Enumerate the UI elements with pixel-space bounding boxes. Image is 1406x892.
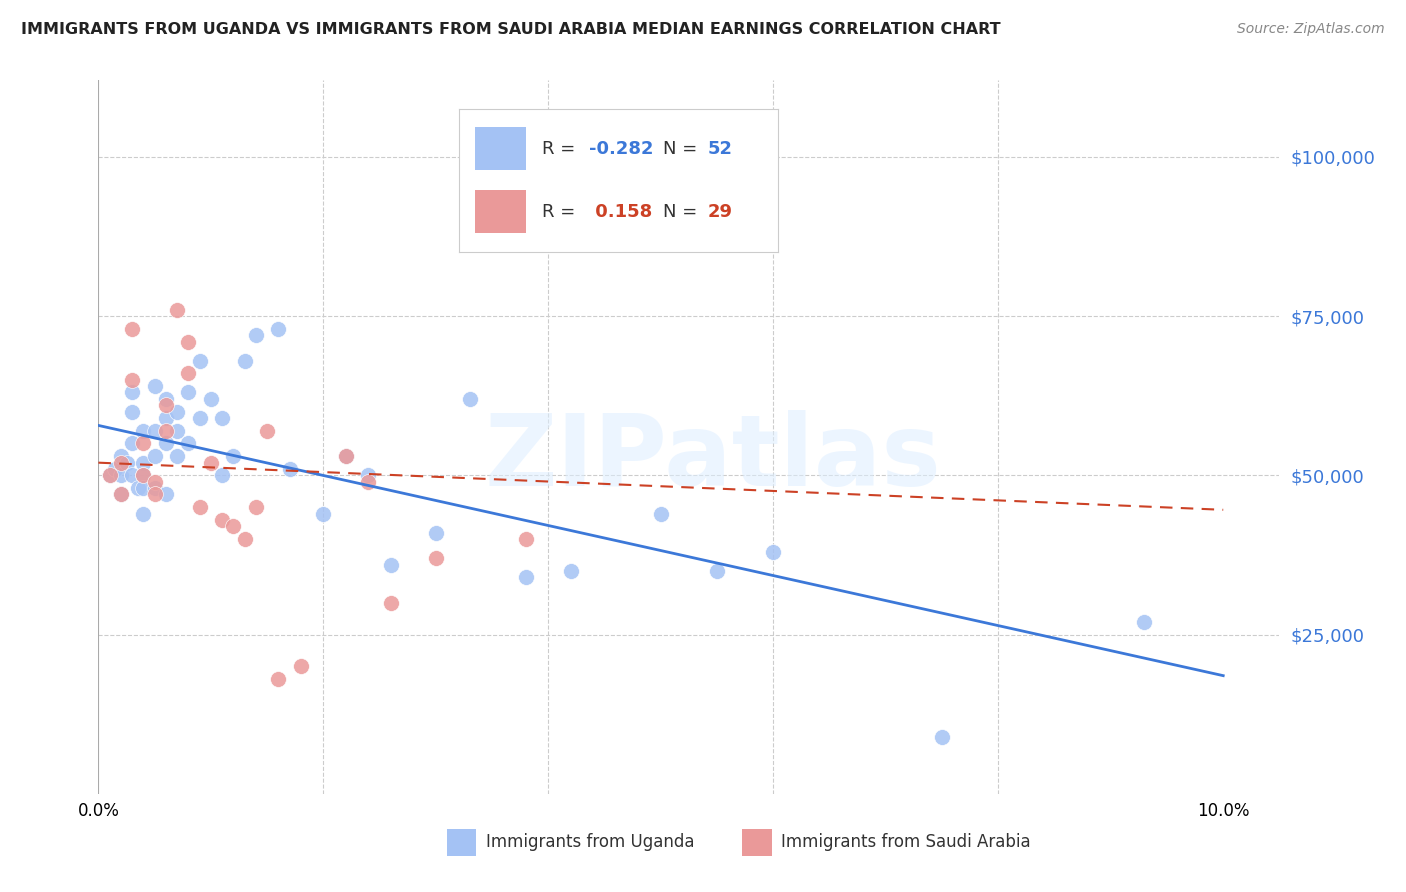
Point <box>515 532 537 546</box>
Point <box>222 449 245 463</box>
Point <box>121 373 143 387</box>
Point <box>211 513 233 527</box>
Point <box>278 462 301 476</box>
Point <box>256 424 278 438</box>
Point <box>290 659 312 673</box>
Point <box>177 334 200 349</box>
Point <box>121 404 143 418</box>
Point <box>245 500 267 515</box>
Point <box>121 468 143 483</box>
Point <box>188 353 211 368</box>
Bar <box>447 829 477 856</box>
Point <box>357 475 380 489</box>
Point <box>177 436 200 450</box>
Point <box>110 487 132 501</box>
Point <box>211 411 233 425</box>
Point <box>200 392 222 406</box>
Point <box>166 449 188 463</box>
Point <box>312 507 335 521</box>
Text: Source: ZipAtlas.com: Source: ZipAtlas.com <box>1237 22 1385 37</box>
Point <box>425 525 447 540</box>
Point <box>143 424 166 438</box>
Point <box>188 411 211 425</box>
Bar <box>742 829 772 856</box>
Point <box>380 596 402 610</box>
Point <box>762 545 785 559</box>
Point <box>143 487 166 501</box>
Text: Immigrants from Uganda: Immigrants from Uganda <box>486 833 695 851</box>
Point <box>155 436 177 450</box>
Text: IMMIGRANTS FROM UGANDA VS IMMIGRANTS FROM SAUDI ARABIA MEDIAN EARNINGS CORRELATI: IMMIGRANTS FROM UGANDA VS IMMIGRANTS FRO… <box>21 22 1001 37</box>
Point <box>155 392 177 406</box>
Point <box>143 481 166 495</box>
Point <box>155 411 177 425</box>
Point <box>425 551 447 566</box>
Point <box>211 468 233 483</box>
Point <box>132 468 155 483</box>
Point <box>267 672 290 686</box>
Point <box>650 507 672 521</box>
Point <box>110 487 132 501</box>
Point <box>458 392 481 406</box>
Point <box>706 564 728 578</box>
Point <box>121 322 143 336</box>
Point <box>132 424 155 438</box>
Point <box>121 385 143 400</box>
Point <box>155 487 177 501</box>
Point <box>104 462 127 476</box>
Point <box>98 468 121 483</box>
Point <box>200 456 222 470</box>
Point <box>188 500 211 515</box>
Point <box>115 456 138 470</box>
Point <box>155 424 177 438</box>
Point <box>1133 615 1156 629</box>
Point <box>222 519 245 533</box>
Point <box>166 302 188 317</box>
Point <box>515 570 537 584</box>
Point <box>931 730 953 744</box>
Point <box>357 468 380 483</box>
Point <box>110 449 132 463</box>
Point <box>267 322 290 336</box>
Point <box>132 507 155 521</box>
Point <box>110 468 132 483</box>
Point <box>233 532 256 546</box>
Point <box>245 328 267 343</box>
Point <box>177 367 200 381</box>
Point <box>155 398 177 412</box>
Point <box>233 353 256 368</box>
Point <box>335 449 357 463</box>
Text: ZIPatlas: ZIPatlas <box>484 410 941 507</box>
Point <box>132 456 155 470</box>
Point <box>143 475 166 489</box>
Point <box>132 481 155 495</box>
Point <box>132 468 155 483</box>
Point <box>98 468 121 483</box>
Point <box>335 449 357 463</box>
Point <box>132 436 155 450</box>
Point <box>143 449 166 463</box>
Text: Immigrants from Saudi Arabia: Immigrants from Saudi Arabia <box>782 833 1031 851</box>
Point <box>110 456 132 470</box>
Point <box>650 213 672 227</box>
Point <box>166 424 188 438</box>
Point <box>143 379 166 393</box>
Point <box>380 558 402 572</box>
Point <box>177 385 200 400</box>
Point <box>121 436 143 450</box>
Point <box>127 481 149 495</box>
Point <box>166 404 188 418</box>
Point <box>560 564 582 578</box>
